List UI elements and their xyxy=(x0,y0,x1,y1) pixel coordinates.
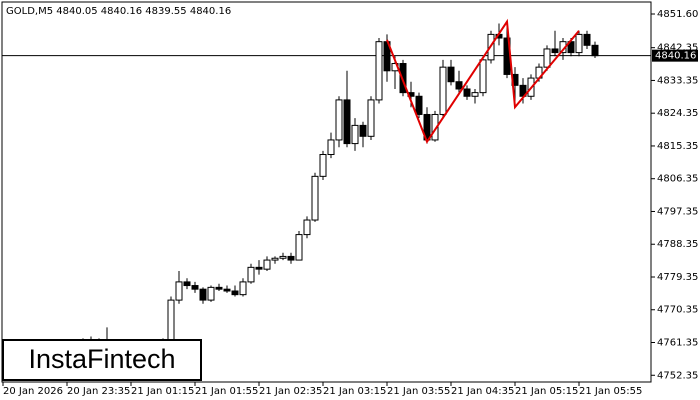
y-tick-label: 4797.35 xyxy=(657,206,698,217)
candle-body xyxy=(255,266,263,270)
candle-body xyxy=(303,219,311,236)
x-tick-label: 20 Jan 23:35 xyxy=(67,386,130,397)
candle-body xyxy=(447,66,455,83)
chart-title: GOLD,M5 4840.05 4840.16 4839.55 4840.16 xyxy=(6,6,231,17)
candle-body xyxy=(439,66,447,115)
candle-body xyxy=(271,257,279,261)
candle-body xyxy=(455,81,463,90)
candle-body xyxy=(279,255,287,259)
candle-body xyxy=(543,48,551,68)
y-tick-label: 4815.35 xyxy=(657,141,698,152)
candle-body xyxy=(311,175,319,221)
candle-body xyxy=(231,290,239,296)
candle-body xyxy=(287,255,295,261)
candle-body xyxy=(319,154,327,177)
candle-body xyxy=(223,288,231,292)
y-tick-label: 4851.60 xyxy=(657,9,698,20)
candle-body xyxy=(207,286,215,301)
x-tick-label: 20 Jan 2026 xyxy=(3,386,63,397)
y-tick-label: 4752.35 xyxy=(657,370,698,381)
pattern-line xyxy=(386,18,580,144)
candle-body xyxy=(471,92,479,97)
x-tick-label: 21 Jan 02:35 xyxy=(259,386,322,397)
candle-body xyxy=(431,113,439,141)
candle-body xyxy=(583,33,591,46)
candle-body xyxy=(191,285,199,290)
y-tick-label: 4779.35 xyxy=(657,272,698,283)
y-tick-label: 4770.35 xyxy=(657,305,698,316)
x-tick-label: 21 Jan 01:15 xyxy=(131,386,194,397)
y-tick-label: 4833.35 xyxy=(657,75,698,86)
y-tick-label: 4761.35 xyxy=(657,338,698,349)
price-label-box xyxy=(652,49,698,62)
candle-body xyxy=(575,33,583,54)
candle-body xyxy=(351,124,359,145)
y-tick-label: 4788.35 xyxy=(657,239,698,250)
candle-body xyxy=(175,281,183,301)
candle-body xyxy=(183,281,191,287)
candle-body xyxy=(295,234,303,261)
x-tick-label: 21 Jan 03:15 xyxy=(323,386,386,397)
candle-body xyxy=(591,44,599,57)
y-tick-label: 4842.35 xyxy=(657,43,698,54)
candle-body xyxy=(247,266,255,283)
candle-body xyxy=(199,288,207,301)
x-tick-label: 21 Jan 05:15 xyxy=(515,386,578,397)
brand-logo: InstaFintech xyxy=(28,344,175,374)
x-tick-label: 21 Jan 05:55 xyxy=(579,386,642,397)
candle-body xyxy=(239,281,247,296)
candle-body xyxy=(359,124,367,137)
candle-body xyxy=(479,59,487,94)
y-tick-label: 4806.35 xyxy=(657,174,698,185)
x-tick-label: 21 Jan 03:55 xyxy=(387,386,450,397)
price-label: 4840.16 xyxy=(655,51,696,62)
candle-body xyxy=(375,41,383,101)
candle-body xyxy=(327,139,335,156)
brand-box xyxy=(2,339,202,381)
candle-body xyxy=(335,99,343,141)
candle-body xyxy=(167,299,175,341)
candle-body xyxy=(463,88,471,97)
candle-body xyxy=(551,48,559,54)
candle-body xyxy=(415,95,423,115)
candle-body xyxy=(343,99,351,145)
plot-frame xyxy=(1,1,652,383)
candle-body xyxy=(215,286,223,290)
candle-body xyxy=(367,99,375,137)
x-tick-label: 21 Jan 01:55 xyxy=(195,386,258,397)
x-tick-label: 21 Jan 04:35 xyxy=(451,386,514,397)
candle-body xyxy=(263,259,271,270)
y-tick-label: 4824.35 xyxy=(657,108,698,119)
